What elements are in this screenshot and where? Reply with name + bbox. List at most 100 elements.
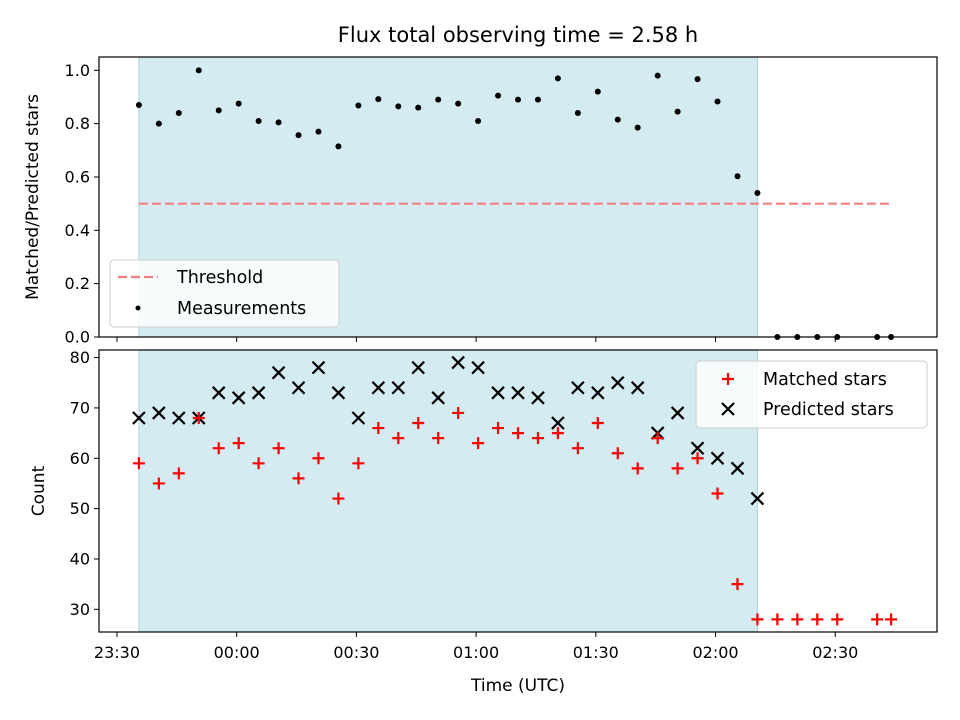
predicted-star-point — [331, 386, 346, 400]
predicted-star-point — [630, 380, 645, 395]
legend-measurement-label: Measurements — [177, 299, 306, 319]
predicted-star-point — [710, 451, 725, 466]
measurement-point — [415, 104, 422, 111]
matched-star-point — [232, 437, 245, 450]
x-tick-label: 00:00 — [214, 643, 260, 662]
matched-star-point — [591, 417, 604, 430]
legend-x-shape — [721, 402, 735, 416]
predicted-star-point — [491, 386, 505, 400]
count-panel: 23:30 00:00 00:30 01:00 01:30 02:00 02:30 30 40 5… — [29, 348, 938, 696]
top-y-tick-label: 0.6 — [65, 168, 90, 187]
measurement-point — [235, 100, 242, 107]
matched-star-point — [791, 613, 804, 626]
predicted-star-point — [271, 365, 286, 380]
top-y-tick-label: 0.8 — [65, 114, 90, 133]
measurement-point — [475, 118, 482, 124]
measurement-point — [375, 96, 382, 103]
measurement-point — [654, 72, 661, 79]
legend-predicted-marker — [721, 402, 735, 416]
top-plot-frame — [98, 56, 938, 338]
x-tick-label: 23:30 — [94, 643, 140, 662]
measurement-point — [714, 98, 721, 105]
measurement-point — [594, 88, 601, 95]
measurement-point — [455, 100, 462, 107]
x-tick-label: 01:30 — [573, 643, 619, 662]
measurement-point — [515, 96, 521, 103]
legend-matched-label: Matched stars — [763, 370, 887, 390]
matched-star-point — [392, 432, 405, 445]
matched-star-point — [671, 462, 684, 475]
measurement-point — [195, 67, 202, 74]
matched-star-point — [885, 613, 898, 626]
top-y-tick-label: 1.0 — [65, 61, 90, 80]
matched-star-point — [252, 457, 265, 470]
bottom-legend: Matched stars Predicted stars — [695, 360, 928, 429]
x-tick-label: 02:30 — [812, 643, 858, 662]
legend-matched-marker — [722, 373, 734, 385]
measurement-point — [534, 96, 541, 103]
measurement-point — [295, 132, 302, 139]
measurement-point — [554, 75, 561, 82]
bottom-y-tick-label: 80 — [70, 348, 90, 367]
matched-star-point — [531, 432, 544, 445]
legend-predicted-label: Predicted stars — [763, 400, 894, 420]
predicted-star-point — [431, 391, 445, 405]
measurement-point — [694, 76, 701, 83]
predicted-star-point — [610, 375, 625, 390]
bottom-plot-frame — [98, 349, 938, 633]
measurement-point — [674, 108, 681, 115]
matched-star-point — [432, 432, 445, 445]
measurement-point — [155, 120, 162, 127]
predicted-star-point — [571, 380, 585, 395]
predicted-star-point — [211, 386, 226, 400]
legend-measurement-dot — [135, 305, 141, 311]
measurement-point — [634, 124, 641, 131]
predicted-star-point — [391, 380, 406, 395]
matched-star-point — [771, 613, 784, 626]
predicted-star-point — [750, 491, 765, 506]
measurement-point — [614, 116, 621, 123]
matched-star-point — [152, 477, 165, 490]
predicted-star-point — [371, 380, 386, 395]
measurement-point — [175, 110, 182, 116]
matched-star-point — [492, 422, 505, 435]
measurement-point — [754, 190, 761, 196]
measurement-point — [275, 119, 282, 126]
bottom-y-axis-label: Count — [29, 465, 49, 516]
bottom-y-tick-label: 70 — [70, 398, 90, 417]
matched-star-point — [452, 406, 465, 419]
matched-star-point — [691, 452, 704, 465]
measurement-point — [355, 102, 362, 109]
predicted-star-point — [531, 391, 545, 405]
predicted-star-point — [511, 386, 525, 400]
legend-threshold-label: Threshold — [176, 268, 263, 288]
ratio-panel: 0.0 0.2 0.4 0.6 0.8 1.0 Matched/Predicted sta… — [23, 56, 938, 347]
top-y-tick-label: 0.2 — [65, 274, 90, 293]
matched-star-point — [551, 427, 564, 440]
matched-star-point — [412, 417, 425, 430]
predicted-star-point — [670, 406, 685, 420]
measurement-point — [435, 96, 442, 103]
x-axis-label: Time (UTC) — [470, 676, 565, 696]
x-tick-label: 02:00 — [692, 643, 738, 662]
top-legend-box — [109, 259, 340, 328]
top-y-axis-label: Matched/Predicted stars — [23, 94, 43, 300]
measurement-point — [574, 110, 581, 116]
x-tick-label: 00:30 — [333, 643, 379, 662]
matched-star-point — [212, 442, 225, 455]
measurement-point — [215, 107, 222, 114]
x-tick-label: 01:00 — [453, 643, 499, 662]
predicted-star-point — [471, 360, 485, 375]
predicted-star-point — [231, 391, 246, 405]
matched-star-point — [631, 462, 644, 475]
bottom-y-tick-label: 60 — [70, 449, 90, 468]
predicted-star-point — [451, 355, 465, 370]
predicted-star-point — [291, 380, 306, 395]
predicted-star-point — [690, 441, 705, 455]
measurement-point — [135, 102, 142, 108]
matched-star-point — [472, 437, 485, 450]
measurement-point — [315, 128, 322, 135]
matched-star-point — [811, 613, 824, 626]
matched-star-point — [711, 487, 724, 500]
